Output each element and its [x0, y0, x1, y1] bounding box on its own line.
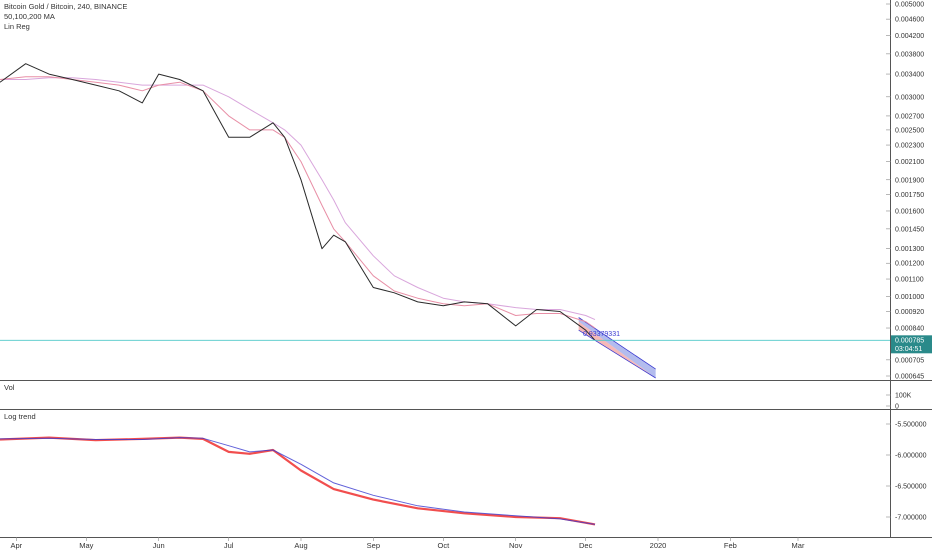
trend-tick-label: -6.500000 — [895, 484, 927, 491]
price-tick-label: 0.001200 — [895, 261, 924, 268]
time-tick-label: Jun — [153, 541, 165, 550]
price-tick-label: 0.000840 — [895, 326, 924, 333]
symbol-title[interactable]: Bitcoin Gold / Bitcoin, 240, BINANCE — [4, 2, 128, 11]
time-axis[interactable]: Apr May Jun Jul Aug Sep Oct Nov Dec 2020 Feb Mar — [10, 537, 805, 550]
linreg-legend[interactable]: Lin Reg — [4, 22, 30, 31]
time-tick-label: May — [79, 541, 93, 550]
time-tick-label: 2020 — [650, 541, 667, 550]
time-tick-label: Sep — [367, 541, 380, 550]
price-tick-label: 0.003000 — [895, 94, 924, 101]
price-tick-label: 0.001600 — [895, 208, 924, 215]
volume-tick-label: 0 — [895, 404, 899, 411]
trend-tick-label: -7.000000 — [895, 515, 927, 522]
time-tick-label: Nov — [509, 541, 523, 550]
price-tick-label: 0.005000 — [895, 2, 924, 9]
price-tick-label: 0.001000 — [895, 294, 924, 301]
price-tick-label: 0.004200 — [895, 33, 924, 40]
regression-lower-line — [578, 329, 656, 379]
price-tick-label: 0.000645 — [895, 374, 924, 381]
time-tick-label: Aug — [294, 541, 307, 550]
trend-series — [0, 436, 596, 526]
ma-slow-line — [0, 77, 596, 321]
price-tick-label: 0.000920 — [895, 309, 924, 316]
volume-pane-label: Vol — [4, 383, 15, 392]
price-tick-label: 0.002100 — [895, 159, 924, 166]
price-tick-label: 0.004600 — [895, 17, 924, 24]
trend-axis[interactable]: -5.500000 -6.000000 -6.500000 -7.000000 — [886, 422, 927, 522]
price-badge-bg — [891, 335, 932, 354]
price-badge-countdown: 03:04:51 — [895, 346, 922, 353]
time-tick-label: Mar — [792, 541, 805, 550]
volume-tick-label: 100K — [895, 393, 912, 400]
time-tick-label: Oct — [437, 541, 450, 550]
time-tick-label: Jul — [224, 541, 234, 550]
price-tick-label: 0.002700 — [895, 113, 924, 120]
trend-tick-label: -5.500000 — [895, 422, 927, 429]
time-tick-label: Dec — [579, 541, 593, 550]
logtrend-pane[interactable] — [0, 410, 890, 537]
regression-annotation: 0.93379331 — [583, 331, 620, 338]
price-tick-label: 0.001750 — [895, 192, 924, 199]
price-axis[interactable]: 0.005000 0.004600 0.004200 0.003800 0.003400… — [886, 2, 924, 381]
volume-pane[interactable] — [0, 381, 890, 409]
trend-tick-label: -6.000000 — [895, 453, 927, 460]
price-tick-label: 0.001100 — [895, 277, 924, 284]
price-tick-label: 0.000705 — [895, 357, 924, 364]
price-badge: 0.000785 03:04:51 — [891, 335, 932, 354]
volume-axis[interactable]: 100K 0 — [886, 393, 912, 411]
trend-blue-line — [0, 437, 596, 525]
regression-lower-band — [578, 321, 656, 378]
time-tick-label: Feb — [724, 541, 737, 550]
ma-legend[interactable]: 50,100,200 MA — [4, 12, 55, 21]
price-tick-label: 0.001450 — [895, 226, 924, 233]
time-tick-label: Apr — [10, 541, 22, 550]
price-tick-label: 0.003800 — [895, 51, 924, 58]
price-tick-label: 0.003400 — [895, 72, 924, 79]
main-series — [0, 63, 596, 341]
price-tick-label: 0.001300 — [895, 246, 924, 253]
regression-upper-band — [578, 317, 656, 378]
logtrend-pane-label: Log trend — [4, 412, 36, 421]
price-line-series — [0, 63, 596, 341]
ma-fast-line — [0, 76, 596, 329]
main-pane[interactable] — [0, 0, 890, 380]
price-tick-label: 0.002500 — [895, 127, 924, 134]
price-tick-label: 0.001900 — [895, 177, 924, 184]
price-tick-label: 0.002300 — [895, 143, 924, 150]
price-badge-value: 0.000785 — [895, 337, 924, 344]
